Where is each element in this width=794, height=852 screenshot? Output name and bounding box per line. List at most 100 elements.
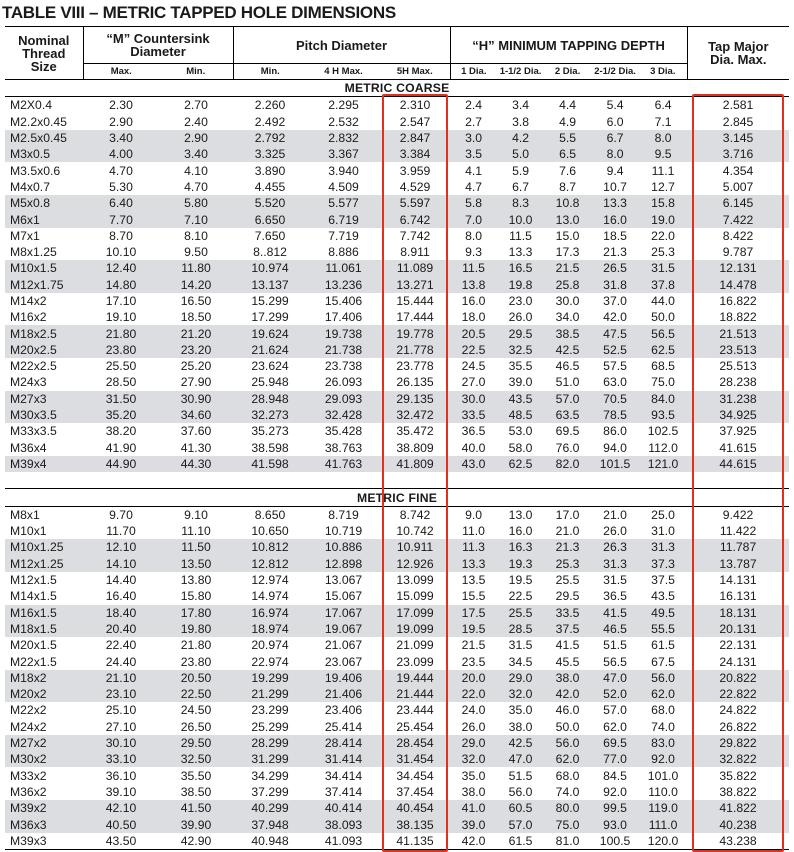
- table-row: M36x3 40.50 39.90 37.948 38.093 38.135 39.0 57.…: [5, 816, 790, 833]
- table-cell: 2.70: [184, 98, 208, 113]
- table-cell: 17.80: [159, 604, 234, 621]
- subheader-cell: Min.: [232, 63, 308, 80]
- table-cell: 86.0: [603, 424, 627, 439]
- table-cell: 12.10: [83, 539, 159, 556]
- table-cell: 2.90: [159, 129, 234, 147]
- table-cell: 25.10: [105, 703, 137, 718]
- table-cell: 92.0: [639, 751, 688, 768]
- table-row: M2X0.4 2.30 2.70 2.260 2.295 2.310 2.4 3.4 4.4 5.…: [5, 97, 789, 114]
- table-cell: 23.80: [180, 654, 212, 669]
- table-cell: 84.5: [603, 768, 627, 783]
- thread-size-cell: M39x2: [5, 800, 83, 817]
- table-cell: 17.299: [251, 310, 289, 325]
- table-row: M36x4 41.90 41.30 38.598 38.763 38.809 40.0 58.…: [5, 440, 789, 456]
- table-cell: 20.974: [251, 638, 289, 653]
- table-cell: 56.0: [508, 784, 533, 799]
- table-cell: 14.40: [105, 573, 137, 588]
- thread-size-cell: M10x1.25: [5, 539, 83, 556]
- table-cell: 13.099: [396, 573, 434, 588]
- table-cell: 32.0: [450, 751, 498, 768]
- table-cell: 41.30: [180, 440, 212, 455]
- table-cell: 12.898: [307, 555, 381, 572]
- table-cell: 19.10: [105, 310, 137, 325]
- table-cell: 38.0: [544, 669, 592, 686]
- table-cell: 14.20: [159, 276, 234, 293]
- table-row: M27x2 30.10 29.50 28.299 28.414 28.454 29.0 42.…: [5, 734, 790, 752]
- table-cell: 7.1: [654, 114, 672, 129]
- table-cell: 93.5: [639, 406, 688, 424]
- table-cell: 62.5: [639, 341, 688, 359]
- thread-size-cell: M10x1.5: [5, 260, 83, 277]
- table-cell: 31.5: [508, 638, 533, 653]
- table-cell: 21.778: [380, 341, 451, 359]
- subheader-cell: 5H Max.: [380, 63, 451, 80]
- table-cell: 4.9: [559, 114, 577, 129]
- table-cell: 57.0: [497, 816, 545, 833]
- table-cell: 23.738: [324, 359, 363, 374]
- table-cell: 121.0: [639, 455, 688, 473]
- table-cell: 24.131: [719, 654, 757, 669]
- table-cell: 10.719: [324, 524, 363, 539]
- table-cell: 8.10: [184, 228, 208, 243]
- table-cell: 6.7: [591, 129, 640, 147]
- thread-size-cell: M2X0.4: [10, 98, 53, 113]
- table-cell: 5.0: [497, 146, 545, 163]
- table-cell: 17.406: [324, 310, 363, 325]
- table-cell: 12.7: [651, 179, 675, 194]
- table-cell: 2.260: [254, 98, 286, 113]
- table-cell: 56.0: [544, 734, 592, 752]
- table-cell: 11.10: [181, 524, 211, 539]
- table-cell: 34.299: [251, 768, 289, 783]
- table-cell: 22.5: [508, 589, 533, 604]
- table-cell: 43.238: [719, 833, 757, 848]
- table-cell: 110.0: [648, 784, 678, 799]
- table-cell: 3.959: [399, 163, 431, 178]
- table-row: M30x2 33.10 32.50 31.299 31.414 31.454 32.0 47.…: [5, 751, 790, 768]
- table-cell: 7.6: [559, 163, 577, 178]
- table-cell: 57.0: [544, 390, 592, 407]
- table-cell: 57.0: [603, 703, 627, 718]
- table-cell: 19.738: [307, 325, 381, 342]
- table-cell: 31.3: [591, 555, 640, 572]
- table-row: M2.2x0.45 2.90 2.40 2.492 2.532 2.547 2.7 3.8 4.…: [5, 114, 789, 130]
- table-cell: 9.5: [639, 146, 688, 163]
- table-cell: 20.131: [687, 620, 790, 638]
- table-cell: 3.40: [83, 129, 159, 147]
- table-row: M39x2 42.10 41.50 40.299 40.414 40.454 41.0 60.…: [5, 800, 790, 817]
- table-cell: 35.0: [461, 768, 486, 783]
- table-cell: 17.0: [555, 507, 580, 522]
- table-cell: 38.598: [251, 440, 289, 455]
- table-cell: 70.5: [591, 390, 640, 407]
- table-cell: 61.5: [508, 833, 533, 848]
- table-cell: 6.719: [307, 211, 381, 228]
- table-cell: 26.135: [396, 375, 434, 390]
- section-label: METRIC FINE: [5, 488, 790, 507]
- table-cell: 5.520: [233, 195, 308, 212]
- table-cell: 78.5: [591, 406, 640, 424]
- table-cell: 84.0: [639, 390, 688, 407]
- table-cell: 13.787: [687, 555, 790, 572]
- table-cell: 11.5: [450, 260, 498, 277]
- table-cell: 42.0: [544, 685, 592, 703]
- table-cell: 19.444: [380, 669, 451, 686]
- thread-size-cell: M22x1.5: [10, 654, 57, 669]
- table-cell: 31.8: [591, 276, 640, 293]
- table-cell: 2.847: [380, 129, 451, 147]
- table-cell: 17.3: [555, 245, 580, 260]
- table-cell: 23.80: [83, 341, 159, 359]
- table-cell: 6.145: [687, 195, 790, 212]
- table-cell: 13.5: [461, 573, 486, 588]
- table-cell: 27.90: [180, 375, 212, 390]
- table-cell: 25.3: [651, 245, 675, 260]
- table-cell: 37.299: [251, 784, 289, 799]
- table-cell: 38.822: [719, 784, 757, 799]
- table-cell: 37.8: [639, 276, 688, 293]
- table-cell: 16.50: [180, 294, 212, 308]
- table-cell: 68.5: [651, 359, 675, 374]
- table-cell: 37.5: [651, 573, 675, 588]
- table-cell: 24.50: [180, 703, 212, 718]
- table-cell: 23.299: [251, 703, 289, 718]
- table-cell: 19.0: [639, 211, 688, 228]
- table-cell: 17.5: [450, 604, 498, 621]
- table-cell: 29.822: [687, 734, 790, 752]
